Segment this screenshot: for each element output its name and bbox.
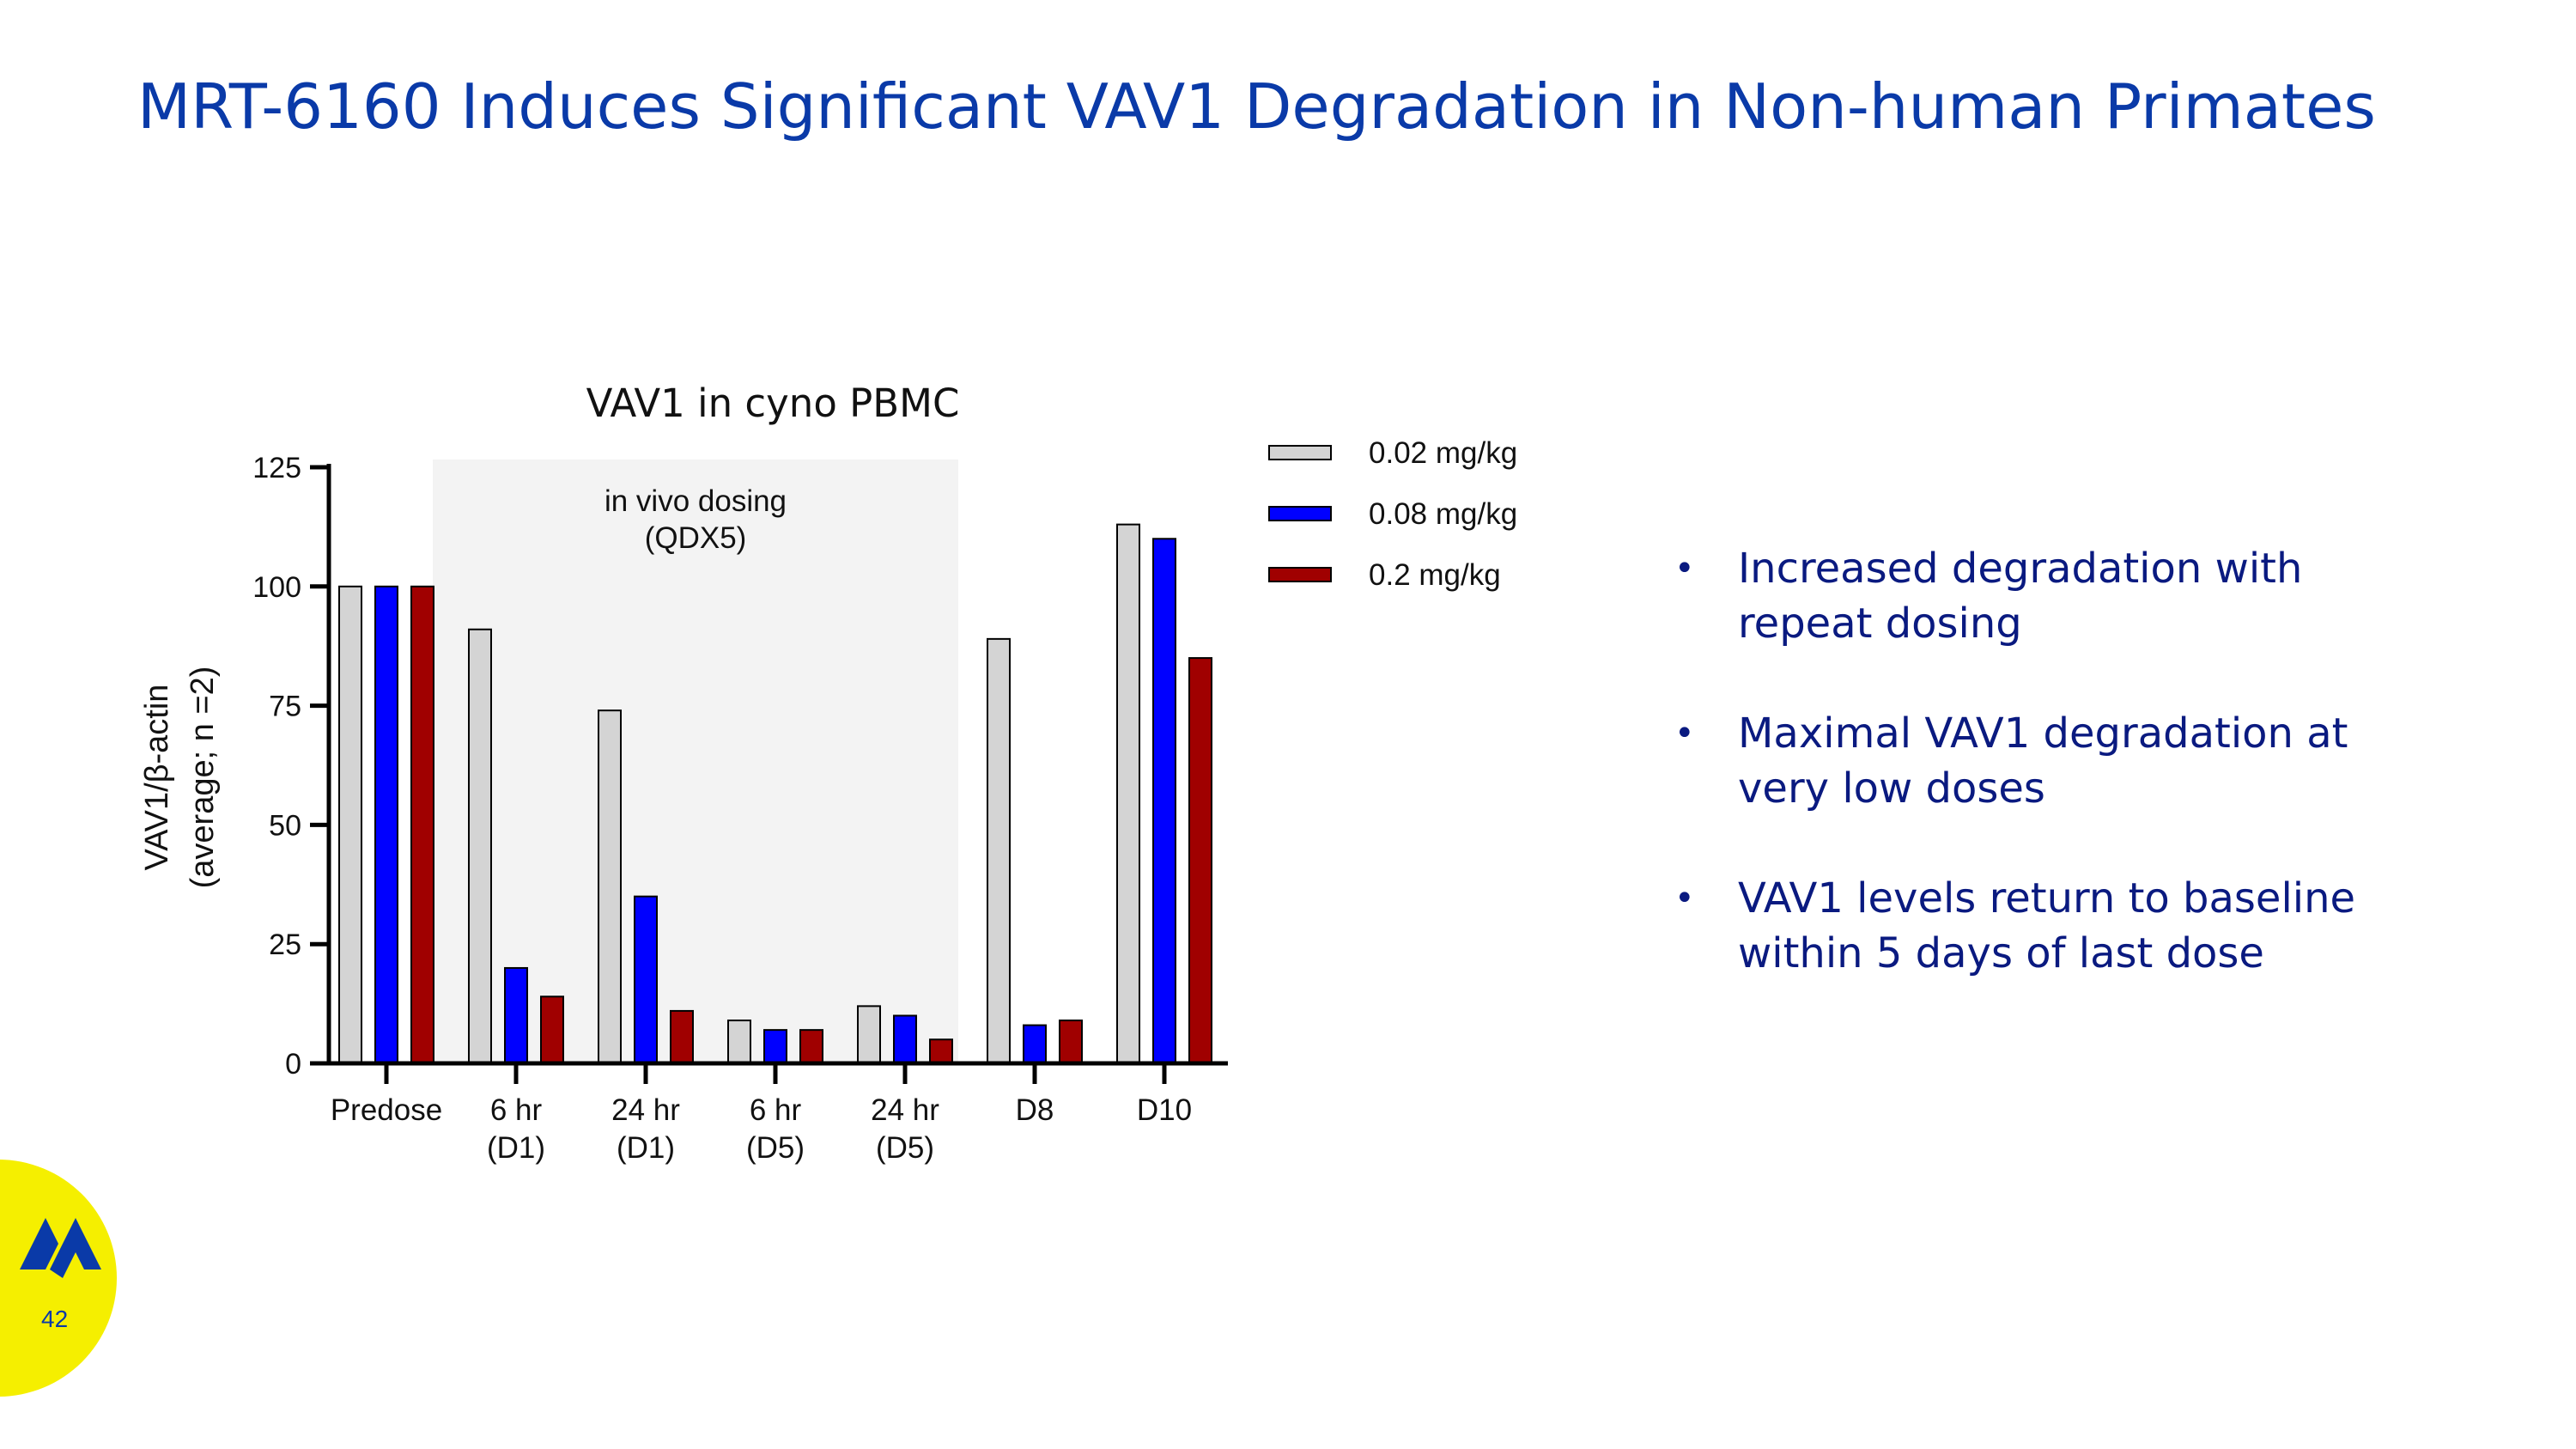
legend-label: 0.2 mg/kg	[1369, 558, 1501, 592]
bullet-text-line: very low doses	[1738, 764, 2045, 813]
company-logo-icon	[20, 1218, 101, 1278]
bullet-item: • Increased degradation with repeat dosi…	[1674, 541, 2533, 651]
bar	[1059, 1020, 1083, 1064]
bar	[468, 628, 492, 1064]
bullet-text-line: VAV1 levels return to baseline	[1738, 874, 2356, 922]
y-tick-label: 125	[252, 452, 301, 484]
legend-swatch	[1268, 445, 1332, 460]
bar	[1116, 523, 1140, 1064]
y-axis-label: (average; n =2)	[185, 667, 221, 889]
bar	[857, 1005, 881, 1064]
bar	[763, 1029, 787, 1064]
bar	[338, 585, 362, 1064]
y-tick-label: 0	[285, 1048, 301, 1081]
legend-label: 0.02 mg/kg	[1369, 436, 1517, 470]
x-tick-label: 6 hr	[490, 1093, 543, 1127]
bar	[374, 585, 398, 1064]
bar	[634, 895, 658, 1065]
legend-swatch	[1268, 567, 1332, 582]
chart-title: VAV1 in cyno PBMC	[586, 381, 960, 426]
bar	[799, 1029, 823, 1064]
x-tick-label: 24 hr	[871, 1093, 939, 1127]
bar	[540, 995, 564, 1064]
y-tick-label: 100	[252, 571, 301, 604]
dosing-region-label: (QDX5)	[645, 521, 747, 555]
y-axis-label: VAV1/β-actin	[139, 685, 175, 871]
x-tick-label: (D1)	[487, 1131, 545, 1165]
x-tick-label: (D5)	[876, 1131, 934, 1165]
bullet-dot-icon: •	[1674, 879, 1695, 918]
key-findings-list: • Increased degradation with repeat dosi…	[1674, 541, 2533, 1036]
x-tick-label: 24 hr	[611, 1093, 680, 1127]
bar	[1023, 1024, 1047, 1064]
bullet-text-line: within 5 days of last dose	[1738, 929, 2264, 977]
legend-label: 0.08 mg/kg	[1369, 497, 1517, 531]
bullet-text-line: repeat dosing	[1738, 600, 2022, 648]
bar	[598, 709, 622, 1064]
bullet-dot-icon: •	[1674, 714, 1695, 753]
bullet-text-line: Increased degradation with	[1738, 545, 2303, 593]
x-tick-label: D8	[1016, 1093, 1054, 1127]
dosing-shaded-region	[433, 460, 958, 1063]
bar	[1188, 657, 1212, 1065]
bar	[1152, 538, 1176, 1064]
x-tick-label: (D5)	[746, 1131, 805, 1165]
bar	[727, 1020, 751, 1064]
y-tick-label: 25	[269, 928, 301, 961]
bar	[893, 1014, 917, 1064]
bar	[929, 1038, 953, 1064]
bullet-item: • VAV1 levels return to baseline within …	[1674, 871, 2533, 981]
vav1-bar-chart: in vivo dosing(QDX5) 0 25 50 75 100 125 Predose…	[139, 381, 1517, 1165]
legend-swatch	[1268, 506, 1332, 521]
x-tick-label: D10	[1137, 1093, 1192, 1127]
bullet-text-line: Maximal VAV1 degradation at	[1738, 709, 2348, 758]
x-tick-label: (D1)	[617, 1131, 675, 1165]
page-number: 42	[41, 1306, 69, 1332]
bullet-dot-icon: •	[1674, 549, 1695, 588]
x-tick-label: 6 hr	[750, 1093, 802, 1127]
bullet-item: • Maximal VAV1 degradation at very low d…	[1674, 706, 2533, 816]
bar	[987, 637, 1011, 1064]
y-tick-label: 50	[269, 809, 301, 842]
dosing-region-label: in vivo dosing	[605, 484, 787, 518]
slide-title: MRT-6160 Induces Significant VAV1 Degrad…	[137, 70, 2376, 143]
y-tick-label: 75	[269, 691, 301, 723]
x-tick-label: Predose	[331, 1093, 442, 1127]
bar	[504, 966, 528, 1064]
bar	[670, 1009, 694, 1064]
bar	[410, 585, 434, 1064]
